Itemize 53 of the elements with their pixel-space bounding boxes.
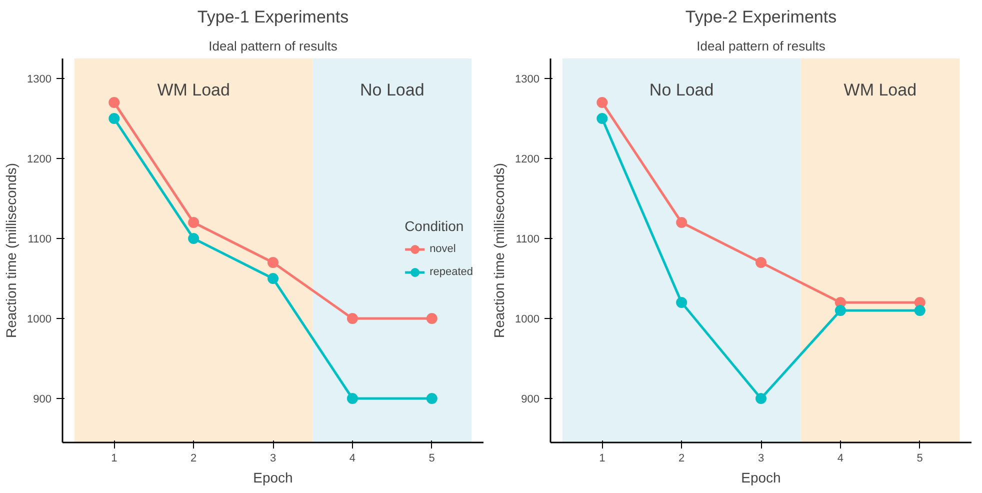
band-label: No Load: [360, 80, 424, 100]
chart-title: Type-1 Experiments: [197, 8, 349, 26]
y-tick-label: 1000: [515, 314, 540, 326]
point: [188, 233, 200, 244]
y-axis-title: Reaction time (milliseconds): [491, 162, 508, 338]
x-axis-title: Epoch: [253, 470, 293, 486]
x-tick-label: 4: [349, 452, 356, 464]
x-tick-label: 1: [111, 452, 118, 464]
point: [268, 273, 278, 284]
y-tick-label: 1100: [28, 234, 52, 246]
chart-subtitle: Ideal pattern of results: [696, 38, 826, 54]
point: [596, 113, 608, 124]
chart-title: Type-2 Experiments: [685, 8, 837, 26]
point: [268, 257, 278, 268]
y-tick-label: 1300: [515, 74, 540, 86]
point: [596, 97, 608, 108]
legend-label: repeated: [430, 266, 473, 278]
point: [676, 217, 688, 228]
x-tick-label: 5: [428, 452, 435, 464]
point: [914, 305, 926, 316]
x-tick-label: 4: [837, 452, 844, 464]
band-label: WM Load: [844, 80, 917, 100]
point: [426, 313, 438, 324]
y-tick-label: 1300: [27, 74, 52, 86]
y-tick-label: 1200: [27, 154, 52, 166]
y-tick-label: 900: [521, 394, 540, 406]
point: [834, 305, 846, 316]
y-axis-title: Reaction time (milliseconds): [3, 162, 20, 338]
y-tick-label: 1000: [27, 314, 52, 326]
x-tick-label: 2: [190, 452, 197, 464]
point: [756, 257, 766, 268]
y-tick-label: 1100: [516, 234, 540, 246]
x-tick-label: 3: [270, 452, 276, 464]
point: [108, 113, 120, 124]
chart-subtitle: Ideal pattern of results: [208, 38, 338, 54]
band-label: No Load: [649, 80, 714, 100]
y-tick-label: 1200: [515, 154, 540, 166]
point: [346, 313, 358, 324]
x-tick-label: 1: [599, 452, 606, 464]
point: [676, 297, 688, 308]
point: [346, 393, 358, 404]
x-tick-label: 2: [678, 452, 685, 464]
x-axis-title: Epoch: [741, 470, 781, 486]
y-tick-label: 900: [33, 394, 52, 406]
point: [756, 393, 766, 404]
x-tick-label: 3: [758, 452, 764, 464]
point: [426, 393, 438, 404]
point: [108, 97, 120, 108]
legend-title: Condition: [404, 218, 465, 234]
band-label: WM Load: [157, 80, 230, 100]
legend-label: novel: [430, 243, 456, 255]
x-tick-label: 5: [916, 452, 923, 464]
point: [188, 217, 200, 228]
